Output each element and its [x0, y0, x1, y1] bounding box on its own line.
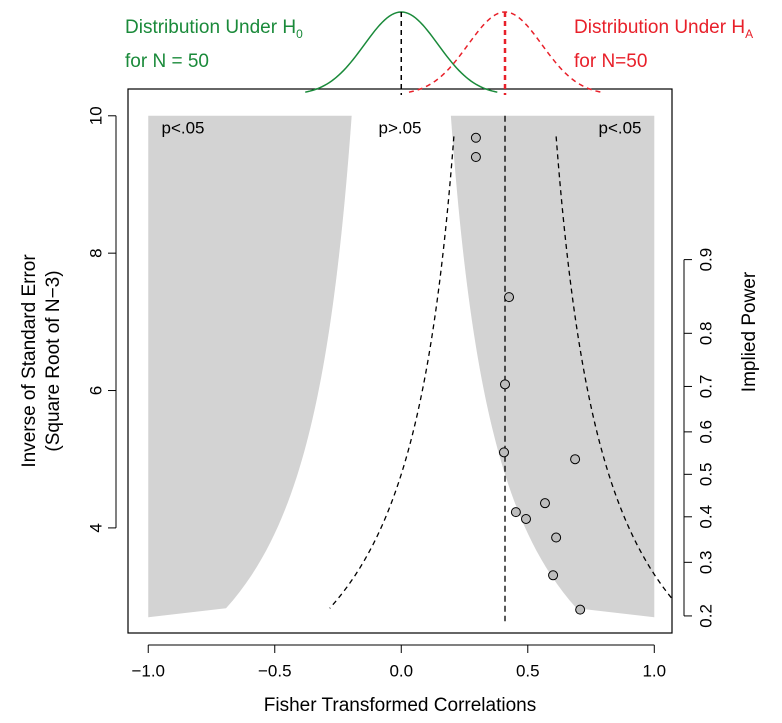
label-subscript: A — [745, 27, 753, 41]
data-point — [570, 454, 581, 465]
x-tick-label: 1.0 — [642, 661, 666, 680]
y-axis-label: Inverse of Standard Error — [19, 254, 40, 468]
data-point — [575, 604, 586, 615]
y2-tick-label: 0.3 — [696, 550, 715, 574]
label-text: Distribution Under H — [574, 17, 745, 38]
y-tick-label: 10 — [86, 106, 105, 125]
data-point — [504, 292, 515, 303]
funnel-curve — [329, 136, 455, 609]
data-point — [548, 570, 559, 581]
data-point — [521, 513, 532, 524]
data-point — [500, 379, 511, 390]
x-tick-label: −1.0 — [131, 661, 165, 680]
data-point — [498, 447, 509, 458]
region-label: p<.05 — [598, 118, 641, 137]
shading — [148, 115, 655, 618]
distribution-sample: for N = 50 — [125, 51, 209, 72]
label-subscript: 0 — [296, 27, 303, 41]
y2-tick-label: 0.7 — [696, 375, 715, 399]
significance-region — [450, 115, 655, 618]
data-point — [551, 532, 562, 543]
plot-frame — [127, 88, 673, 634]
y2-tick-label: 0.9 — [696, 248, 715, 272]
y2-tick-label: 0.2 — [696, 604, 715, 628]
distribution-label: Distribution Under H0 — [125, 17, 303, 41]
y2-tick-label: 0.8 — [696, 321, 715, 345]
y2-tick-label: 0.4 — [696, 505, 715, 529]
x-axis-label: Fisher Transformed Correlations — [264, 695, 536, 716]
region-label: p>.05 — [378, 118, 421, 137]
x-tick-label: −0.5 — [258, 661, 292, 680]
y-tick-label: 6 — [86, 386, 105, 395]
y-tick-label: 4 — [86, 523, 105, 532]
data-point — [470, 152, 481, 162]
funnel-curve — [555, 136, 672, 600]
y-tick-label: 8 — [86, 248, 105, 257]
data-point — [539, 498, 550, 509]
plot — [329, 115, 672, 622]
y2-axis-label: Implied Power — [739, 271, 760, 392]
x-tick-label: 0.0 — [389, 661, 413, 680]
region-label: p<.05 — [161, 118, 204, 137]
distribution-label: Distribution Under HA — [574, 17, 753, 41]
x-tick-label: 0.5 — [516, 661, 540, 680]
y-axis-label: (Square Root of N−3) — [43, 270, 64, 451]
significance-region — [148, 115, 352, 618]
label-text: Distribution Under H — [125, 17, 296, 38]
data-point — [510, 507, 521, 518]
y2-tick-label: 0.5 — [696, 462, 715, 486]
y2-tick-label: 0.6 — [696, 420, 715, 444]
distribution-sample: for N=50 — [574, 51, 647, 72]
data-point — [470, 132, 481, 143]
